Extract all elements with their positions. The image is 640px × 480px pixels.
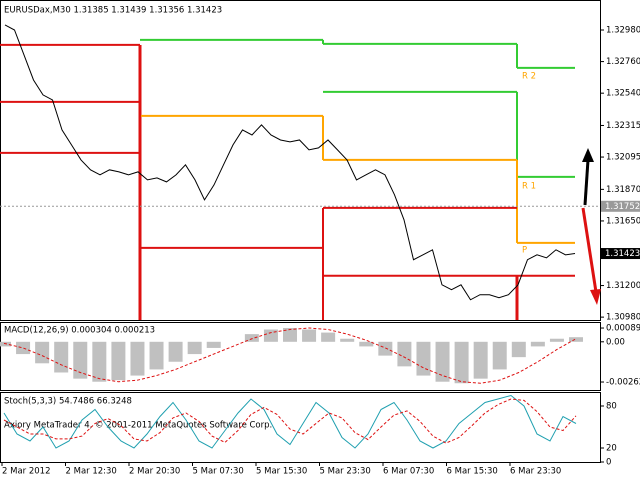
chart-title: EURUSDax,M30 1.31385 1.31439 1.31356 1.3… <box>4 6 222 16</box>
level-label: R 1 <box>522 182 536 192</box>
level-label: R 2 <box>522 72 536 82</box>
macd-signal <box>3 327 577 384</box>
x-tick-label: 5 Mar 07:30 <box>193 467 244 477</box>
macd-bar <box>569 337 583 342</box>
stoch-panel <box>0 392 601 463</box>
macd-bar <box>244 334 259 342</box>
y-tick-label: 0 <box>606 458 611 468</box>
y-tick-label: 0.000897 <box>606 324 640 334</box>
y-tick-label: 1.31870 <box>606 185 640 195</box>
y-tick-label: 1.31200 <box>606 281 640 291</box>
macd-bar <box>54 341 69 373</box>
macd-bar <box>302 329 317 342</box>
arrow-head <box>590 289 601 305</box>
arrow-down <box>581 207 598 293</box>
x-tick-label: 5 Mar 23:30 <box>320 467 371 477</box>
y-tick-label: 1.31650 <box>606 216 640 226</box>
macd-bar <box>130 341 145 376</box>
macd-bar <box>530 341 545 347</box>
macd-bar <box>263 329 278 342</box>
x-tick-label: 2 Mar 12:30 <box>66 467 117 477</box>
y-tick-label: 1.32315 <box>606 121 640 131</box>
macd-bar <box>111 341 126 381</box>
y-tick-label: 80 <box>606 402 617 412</box>
macd-bar <box>416 341 431 376</box>
macd-bar <box>92 341 107 382</box>
y-tick-label: 20 <box>606 444 617 454</box>
macd-bar <box>16 341 31 355</box>
y-tick-label: 1.30980 <box>606 313 640 323</box>
macd-bar <box>187 341 202 355</box>
macd-bar <box>149 341 164 370</box>
arrow-up <box>583 159 590 206</box>
macd-bar <box>378 341 393 356</box>
macd-bar <box>206 341 221 348</box>
macd-bar <box>340 338 355 342</box>
price-box <box>601 248 640 260</box>
macd-bar <box>283 327 297 342</box>
x-tick-label: 2 Mar 2012 <box>2 467 50 477</box>
arrow-head <box>582 148 594 162</box>
x-tick-label: 6 Mar 15:30 <box>447 467 498 477</box>
macd-panel <box>0 322 601 391</box>
y-tick-label: -0.00262 <box>606 378 640 388</box>
y-tick-label: 1.32540 <box>606 89 640 99</box>
x-tick-label: 5 Mar 15:30 <box>256 467 307 477</box>
macd-bar <box>492 341 507 370</box>
price-box <box>601 200 640 212</box>
macd-bar <box>549 338 564 342</box>
stoch-main <box>3 394 577 449</box>
macd-bar <box>168 341 183 362</box>
price-box-label: 1.31752 <box>605 202 640 212</box>
macd-bar <box>473 341 488 379</box>
macd-bar <box>511 341 526 358</box>
macd-bar <box>397 341 412 367</box>
x-tick-label: 2 Mar 20:30 <box>129 467 180 477</box>
macd-title: MACD(12,26,9) 0.000304 0.000213 <box>4 326 155 336</box>
price-box-label: 1.31423 <box>605 249 640 259</box>
macd-bar <box>454 341 469 384</box>
y-tick-label: 0.00 <box>606 337 625 347</box>
signal-arrows <box>581 148 601 305</box>
stoch-signal <box>3 398 577 444</box>
macd-bar <box>321 332 336 342</box>
price-line <box>4 24 576 301</box>
x-tick-label: 6 Mar 07:30 <box>383 467 434 477</box>
macd-bar <box>435 341 450 382</box>
stoch-title: Stoch(5,3,3) 54.7486 66.3248 <box>4 397 132 407</box>
macd-bar <box>359 341 374 347</box>
y-tick-label: 1.32760 <box>606 57 640 67</box>
x-tick-label: 6 Mar 23:30 <box>510 467 561 477</box>
main-panel <box>0 0 601 321</box>
y-tick-label: 1.32980 <box>606 26 640 36</box>
y-tick-label: 1.32095 <box>606 153 640 163</box>
footer: Axiory MetaTrader 4, © 2001-2011 MetaQuo… <box>4 421 272 431</box>
macd-bar <box>35 341 50 364</box>
macd-bar <box>73 341 88 379</box>
level-label: P <box>522 246 527 256</box>
